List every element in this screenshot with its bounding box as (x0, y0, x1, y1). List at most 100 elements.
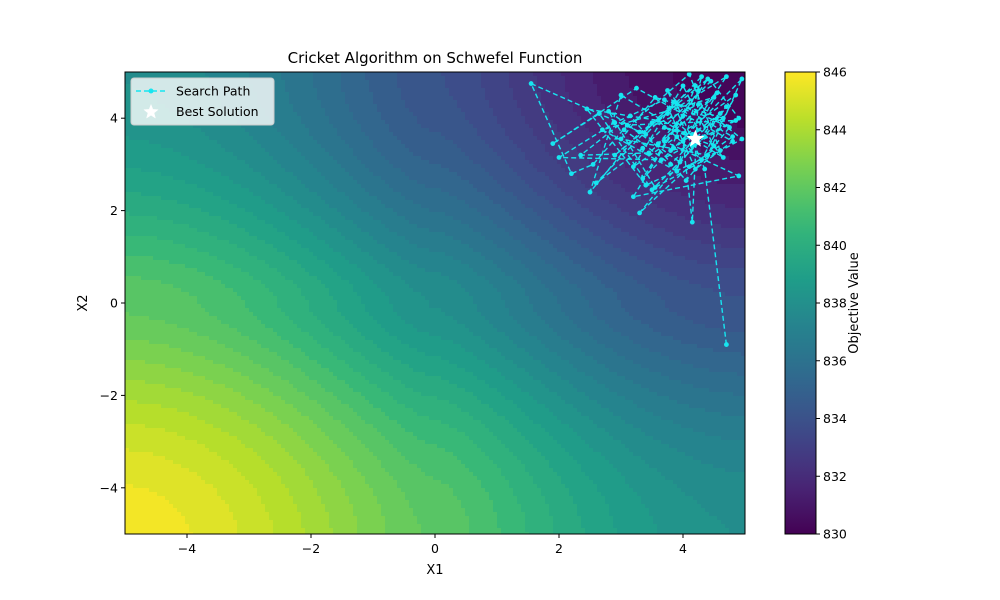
contour-cell (261, 172, 266, 177)
contour-cell (681, 92, 686, 97)
contour-cell (325, 76, 330, 81)
contour-cell (685, 156, 690, 161)
contour-cell (209, 136, 214, 141)
contour-cell (457, 120, 462, 125)
contour-cell (725, 88, 730, 93)
contour-cell (573, 120, 578, 125)
contour-cell (229, 176, 234, 181)
contour-cell (665, 192, 670, 197)
contour-cell (137, 156, 142, 161)
contour-cell (409, 172, 414, 177)
contour-cell (593, 196, 598, 201)
contour-cell (189, 192, 194, 197)
contour-cell (641, 140, 646, 145)
contour-cell (337, 72, 342, 77)
contour-cell (621, 84, 626, 89)
contour-cell (597, 72, 602, 77)
contour-cell (197, 196, 202, 201)
contour-cell (393, 168, 398, 173)
contour-cell (153, 136, 158, 141)
contour-cell (201, 164, 206, 169)
contour-cell (333, 184, 338, 189)
contour-cell (157, 124, 162, 129)
contour-cell (321, 92, 326, 97)
contour-cell (417, 120, 422, 125)
contour-cell (297, 168, 302, 173)
contour-cell (269, 132, 274, 137)
contour-cell (669, 128, 674, 133)
contour-cell (237, 180, 242, 185)
contour-cell (501, 124, 506, 129)
contour-cell (357, 128, 362, 133)
contour-cell (285, 88, 290, 93)
contour-cell (193, 164, 198, 169)
contour-cell (309, 160, 314, 165)
contour-cell (701, 172, 706, 177)
contour-cell (597, 168, 602, 173)
contour-cell (477, 184, 482, 189)
contour-cell (253, 192, 258, 197)
contour-cell (149, 124, 154, 129)
contour-cell (325, 192, 330, 197)
contour-cell (169, 124, 174, 129)
contour-cell (445, 108, 450, 113)
contour-cell (437, 100, 442, 105)
contour-cell (373, 156, 378, 161)
contour-cell (537, 176, 542, 181)
contour-cell (405, 176, 410, 181)
contour-cell (449, 88, 454, 93)
contour-cell (197, 152, 202, 157)
contour-cell (253, 168, 258, 173)
contour-cell (721, 72, 726, 77)
contour-cell (569, 80, 574, 85)
contour-cell (349, 176, 354, 181)
contour-cell (637, 180, 642, 185)
contour-cell (637, 84, 642, 89)
contour-cell (129, 148, 134, 153)
contour-cell (341, 84, 346, 89)
contour-cell (457, 184, 462, 189)
contour-cell (693, 80, 698, 85)
contour-cell (209, 192, 214, 197)
contour-cell (405, 92, 410, 97)
contour-cell (685, 96, 690, 101)
contour-cell (549, 148, 554, 153)
contour-cell (397, 132, 402, 137)
contour-cell (325, 168, 330, 173)
contour-cell (389, 80, 394, 85)
contour-cell (677, 76, 682, 81)
contour-cell (497, 76, 502, 81)
contour-cell (349, 128, 354, 133)
contour-cell (209, 176, 214, 181)
contour-cell (605, 184, 610, 189)
contour-cell (453, 168, 458, 173)
contour-cell (737, 188, 742, 193)
contour-cell (309, 188, 314, 193)
contour-cell (569, 136, 574, 141)
contour-cell (237, 164, 242, 169)
contour-cell (309, 128, 314, 133)
contour-cell (365, 100, 370, 105)
contour-cell (569, 188, 574, 193)
contour-cell (349, 92, 354, 97)
contour-cell (549, 104, 554, 109)
contour-cell (549, 192, 554, 197)
contour-cell (301, 128, 306, 133)
contour-cell (361, 92, 366, 97)
contour-cell (397, 100, 402, 105)
contour-cell (389, 192, 394, 197)
contour-cell (413, 72, 418, 77)
contour-cell (245, 192, 250, 197)
contour-cell (205, 172, 210, 177)
contour-cell (381, 168, 386, 173)
contour-cell (497, 80, 502, 85)
contour-cell (357, 164, 362, 169)
contour-cell (201, 168, 206, 173)
contour-cell (457, 148, 462, 153)
contour-cell (161, 72, 166, 77)
contour-cell (285, 116, 290, 121)
contour-cell (689, 188, 694, 193)
contour-cell (569, 104, 574, 109)
contour-cell (181, 180, 186, 185)
contour-cell (517, 160, 522, 165)
